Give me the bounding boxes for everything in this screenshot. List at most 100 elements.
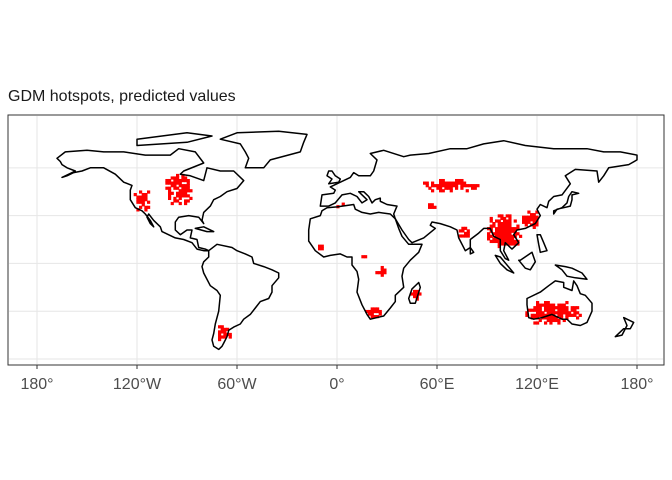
hotspot-cell bbox=[141, 192, 145, 197]
hotspot-cell bbox=[495, 234, 499, 238]
hotspot-cell bbox=[522, 215, 526, 219]
hotspot-cell bbox=[220, 327, 224, 331]
hotspot-cell bbox=[557, 303, 561, 307]
hotspot-cell bbox=[565, 308, 569, 312]
hotspot-cell bbox=[139, 198, 143, 202]
hotspot-cell bbox=[535, 215, 539, 219]
hotspot-cell bbox=[497, 244, 501, 249]
hotspot-cell bbox=[449, 186, 453, 190]
hotspot-cell bbox=[144, 205, 148, 209]
hotspot-cell bbox=[538, 318, 542, 323]
hotspot-cell bbox=[144, 195, 148, 199]
hotspot-cell bbox=[476, 184, 480, 188]
hotspot-cell bbox=[546, 306, 550, 310]
hotspot-cell bbox=[147, 205, 151, 209]
hotspot-cell bbox=[557, 311, 561, 315]
hotspot-cell bbox=[500, 234, 504, 238]
hotspot-region bbox=[365, 307, 382, 319]
hotspot-cell bbox=[508, 214, 512, 218]
hotspot-cell bbox=[489, 239, 493, 244]
hotspot-cell bbox=[444, 184, 448, 188]
hotspot-cell bbox=[524, 218, 528, 222]
hotspot-cell bbox=[544, 301, 548, 305]
hotspot-cell bbox=[223, 330, 227, 334]
hotspot-cell bbox=[532, 220, 536, 224]
hotspot-cell bbox=[552, 316, 556, 320]
hotspot-cell bbox=[495, 239, 499, 244]
hotspot-cell bbox=[544, 313, 548, 317]
hotspot-cell bbox=[513, 219, 517, 223]
hotspot-cell bbox=[173, 184, 177, 188]
hotspot-cell bbox=[497, 232, 501, 236]
hotspot-cell bbox=[433, 205, 437, 209]
hotspot-cell bbox=[546, 308, 550, 312]
hotspot-cell bbox=[500, 224, 504, 228]
hotspot-cell bbox=[431, 181, 435, 185]
hotspot-cell bbox=[495, 227, 499, 231]
hotspot-cell bbox=[554, 311, 558, 315]
hotspot-cell bbox=[428, 205, 432, 209]
hotspot-cell bbox=[560, 311, 564, 315]
hotspot-cell bbox=[527, 218, 531, 222]
hotspot-cell bbox=[508, 216, 512, 221]
hotspot-cell bbox=[530, 308, 534, 312]
hotspot-cell bbox=[430, 203, 434, 207]
hotspot-region bbox=[458, 226, 470, 238]
x-tick-label: 60°E bbox=[420, 376, 455, 393]
hotspot-cell bbox=[552, 306, 556, 310]
hotspot-cell bbox=[530, 316, 534, 320]
hotspot-cell bbox=[552, 311, 556, 315]
hotspot-cell bbox=[513, 227, 517, 231]
hotspot-cell bbox=[565, 301, 569, 305]
hotspot-cell bbox=[471, 184, 475, 188]
hotspot-cell bbox=[136, 200, 140, 204]
hotspot-cell bbox=[460, 184, 464, 188]
x-tick-label: 120°W bbox=[113, 376, 162, 393]
hotspot-cell bbox=[508, 219, 512, 223]
hotspot-cell bbox=[320, 244, 324, 248]
hotspot-cell bbox=[364, 255, 368, 259]
hotspot-cell bbox=[570, 306, 574, 310]
uk-coast bbox=[326, 170, 342, 185]
hotspot-cell bbox=[562, 318, 566, 323]
hotspot-cell bbox=[533, 321, 537, 325]
hotspot-cell bbox=[513, 232, 517, 236]
hotspot-cell bbox=[576, 306, 580, 310]
hotspot-cell bbox=[184, 186, 188, 190]
hotspot-cell bbox=[511, 242, 515, 246]
hotspot-cell bbox=[181, 184, 185, 188]
hotspot-cell bbox=[165, 178, 169, 183]
hotspot-cell bbox=[170, 181, 174, 185]
hotspot-cell bbox=[546, 316, 550, 320]
hotspot-cell bbox=[361, 255, 365, 259]
hotspot-cell bbox=[497, 242, 501, 246]
hotspot-cell bbox=[181, 178, 185, 183]
hotspot-cell bbox=[373, 315, 377, 319]
hotspot-cell bbox=[375, 271, 379, 275]
hotspot-cell bbox=[223, 327, 227, 331]
hotspot-cell bbox=[549, 303, 553, 307]
hotspot-cell bbox=[218, 335, 222, 339]
hotspot-cell bbox=[218, 330, 222, 334]
hotspot-cell bbox=[489, 216, 493, 221]
hotspot-cell bbox=[495, 219, 499, 223]
hotspot-cell bbox=[541, 311, 545, 315]
hotspot-cell bbox=[549, 311, 553, 315]
hotspot-cell bbox=[168, 196, 172, 201]
madagascar-coast bbox=[407, 281, 422, 304]
hotspot-cell bbox=[461, 234, 465, 238]
hotspot-region bbox=[165, 173, 193, 206]
x-tick-label: 60°W bbox=[217, 376, 257, 393]
hotspot-cell bbox=[181, 194, 185, 198]
hotspot-cell bbox=[449, 181, 453, 185]
x-axis: 180° 120°W 60°W 0° 60°E 120°E 180° bbox=[20, 365, 654, 393]
hotspot-cell bbox=[436, 186, 440, 190]
hotspot-cell bbox=[508, 229, 512, 233]
hotspot-cell bbox=[184, 194, 188, 198]
hotspot-cell bbox=[492, 232, 496, 236]
hotspot-cell bbox=[562, 308, 566, 312]
hotspot-cell bbox=[410, 292, 414, 296]
hotspot-cell bbox=[538, 306, 542, 310]
hotspot-cell bbox=[176, 199, 180, 203]
hotspot-cell bbox=[554, 316, 558, 320]
